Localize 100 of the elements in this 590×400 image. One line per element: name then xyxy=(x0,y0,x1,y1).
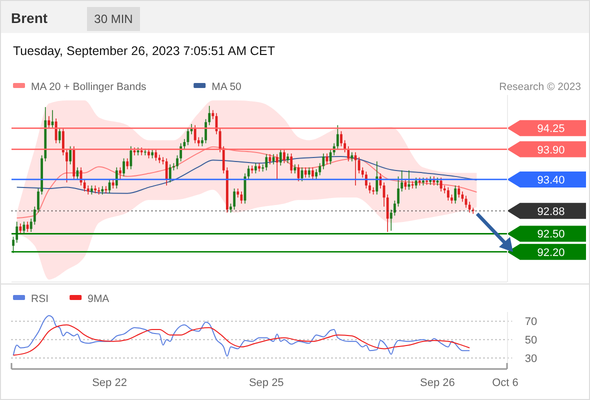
candlestick xyxy=(12,236,14,254)
candlestick xyxy=(180,142,182,162)
x-tick-label: Sep 22 xyxy=(92,377,127,389)
text: 30 MIN xyxy=(94,12,133,26)
candlestick xyxy=(165,158,168,186)
candlestick xyxy=(276,154,278,180)
y-tick-label: 93.40 xyxy=(537,174,565,186)
candlestick xyxy=(265,154,268,171)
candlestick xyxy=(154,148,158,162)
candlestick xyxy=(204,118,207,144)
y-tick-label: 92.50 xyxy=(537,228,565,241)
candlestick xyxy=(294,164,296,174)
y-tick-label: 92.20 xyxy=(537,246,565,259)
candlestick xyxy=(468,201,471,214)
text: Research © 2023 xyxy=(499,81,582,93)
x-tick-label: Sep 26 xyxy=(420,377,455,389)
legend-label: 9MA xyxy=(88,293,110,305)
candlestick xyxy=(347,146,350,162)
candlestick xyxy=(115,166,118,189)
candlestick xyxy=(33,206,36,226)
candlestick xyxy=(247,165,250,180)
candlestick xyxy=(16,221,18,244)
candlestick xyxy=(376,160,378,195)
candlestick xyxy=(308,166,310,178)
chart-title: Brent xyxy=(11,10,48,26)
candlestick xyxy=(183,138,186,150)
candlestick xyxy=(315,168,318,180)
line-series xyxy=(12,324,470,356)
line-series xyxy=(12,315,470,357)
candlestick xyxy=(194,124,196,144)
candlestick xyxy=(290,153,293,174)
candlestick xyxy=(86,185,90,195)
candlestick xyxy=(254,162,257,174)
candlestick xyxy=(90,185,93,195)
candlestick xyxy=(350,152,354,162)
candlestick xyxy=(66,148,68,183)
candlestick xyxy=(250,165,254,174)
y-tick-label: 94.25 xyxy=(537,123,565,136)
y-tick-label: 93.90 xyxy=(537,144,565,156)
candlestick xyxy=(358,156,360,174)
candlestick xyxy=(162,156,164,165)
candlestick xyxy=(397,176,400,207)
candlestick xyxy=(286,153,289,164)
candlestick xyxy=(233,188,236,210)
candlestick xyxy=(458,185,460,198)
y-tick-label: 30 xyxy=(524,352,538,365)
y-tick-label: 70 xyxy=(524,316,538,328)
candlestick xyxy=(19,223,22,234)
candlestick xyxy=(394,200,396,216)
candlestick xyxy=(340,130,342,147)
candlestick xyxy=(304,166,307,178)
candlestick xyxy=(400,170,404,192)
x-tick-label: Oct 6 xyxy=(492,377,518,389)
candlestick xyxy=(236,188,240,198)
candlestick xyxy=(104,186,108,194)
candlestick xyxy=(472,207,474,214)
candlestick xyxy=(364,171,368,189)
candlestick xyxy=(268,154,272,165)
candlestick xyxy=(222,146,225,174)
candlestick xyxy=(130,146,132,170)
legend-label: RSI xyxy=(31,293,49,305)
candlestick xyxy=(168,164,172,183)
candlestick xyxy=(58,128,61,144)
y-tick-label: 92.88 xyxy=(537,206,565,218)
candlestick xyxy=(336,124,339,150)
candlestick xyxy=(450,194,453,204)
candlestick xyxy=(126,158,129,170)
candlestick xyxy=(176,154,178,170)
candlestick xyxy=(440,177,442,192)
candlestick xyxy=(404,179,407,190)
candlestick xyxy=(69,146,72,165)
candlestick xyxy=(48,116,50,129)
candlestick xyxy=(283,148,286,164)
candlestick xyxy=(312,166,314,180)
legend-label: MA 50 xyxy=(212,81,242,93)
candlestick xyxy=(119,166,122,180)
candlestick xyxy=(151,148,154,159)
candlestick xyxy=(446,186,450,201)
candlestick xyxy=(30,218,32,232)
candlestick xyxy=(230,203,232,214)
candlestick xyxy=(83,179,86,192)
candlestick xyxy=(454,185,457,204)
candlestick xyxy=(76,166,79,180)
candlestick xyxy=(240,191,243,204)
candlestick xyxy=(390,209,392,232)
candlestick xyxy=(212,110,214,120)
candlestick xyxy=(62,128,64,156)
chart-subtitle: Tuesday, September 26, 2023 7:05:51 AM CET xyxy=(13,44,276,58)
candlestick xyxy=(208,105,211,126)
x-tick-label: Sep 25 xyxy=(248,377,284,389)
candlestick xyxy=(112,179,114,189)
candlestick xyxy=(414,177,418,189)
candlestick xyxy=(54,118,58,144)
candlestick xyxy=(279,148,282,166)
candlestick xyxy=(368,182,371,194)
candlestick xyxy=(37,188,40,214)
legend-label: MA 20 + Bollinger Bands xyxy=(31,81,146,93)
candlestick xyxy=(122,158,125,177)
candlestick xyxy=(201,136,204,147)
candlestick xyxy=(386,194,389,232)
